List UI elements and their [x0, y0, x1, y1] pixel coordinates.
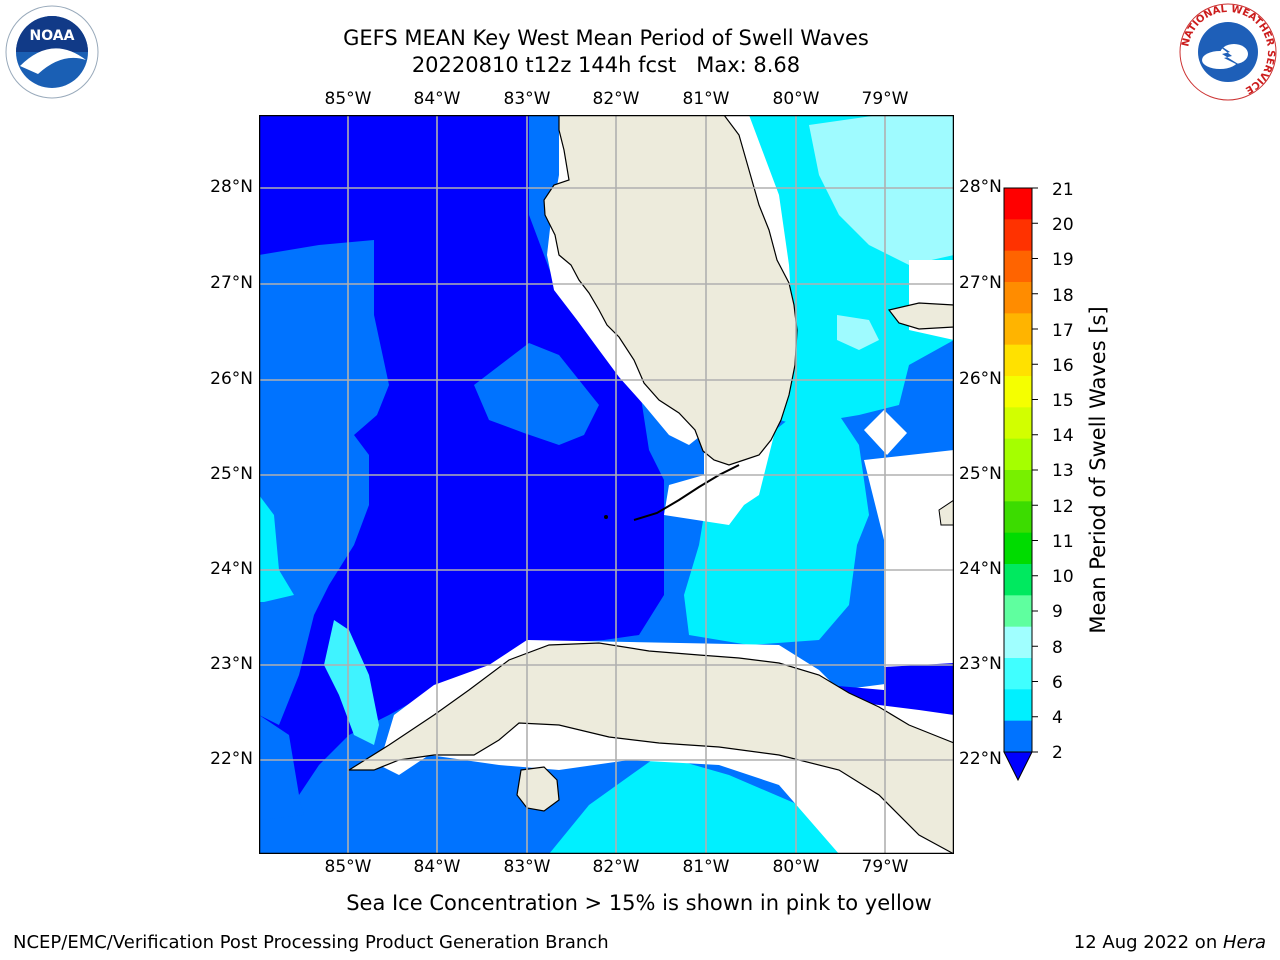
colorbar-tick: 6: [1052, 673, 1063, 693]
florida-land: [543, 115, 798, 466]
lon-label-top: 82°W: [592, 89, 640, 109]
lat-label-left: 25°N: [210, 464, 253, 484]
colorbar-tick: 17: [1052, 321, 1074, 341]
colorbar-segment: [1004, 501, 1032, 534]
colorbar-segment: [1004, 595, 1032, 628]
colorbar-tick: 21: [1052, 180, 1074, 200]
field-2-4-southwest: [259, 765, 304, 820]
footer-date-text: 12 Aug 2022 on: [1073, 932, 1223, 953]
lat-label-right: 24°N: [959, 559, 1002, 579]
lat-label-left: 26°N: [210, 369, 253, 389]
colorbar-tick: 9: [1052, 602, 1063, 622]
florida-keys: [633, 464, 740, 521]
lon-label-top: 81°W: [682, 89, 730, 109]
noaa-logo: NOAA: [5, 5, 99, 99]
colorbar-segment: [1004, 313, 1032, 346]
colorbar-tick: 20: [1052, 215, 1074, 235]
footer-credit: NCEP/EMC/Verification Post Processing Pr…: [13, 932, 609, 953]
lon-label-bottom: 82°W: [592, 857, 640, 877]
lat-label-left: 28°N: [210, 177, 253, 197]
lat-label-right: 27°N: [959, 273, 1002, 293]
field-8-9-atlantic: [809, 115, 954, 265]
colorbar-tick: 2: [1052, 743, 1063, 763]
field-2-4-west: [259, 115, 389, 725]
cuba-land: [346, 642, 954, 854]
field-4-6-bottom: [549, 755, 859, 854]
colorbar-segment: [1004, 470, 1032, 502]
colorbar-tick: 16: [1052, 356, 1074, 376]
lat-label-left: 23°N: [210, 654, 253, 674]
map-subtitle: 20220810 t12z 144h fcst Max: 8.68: [411, 53, 801, 77]
grand-bahama: [887, 302, 954, 330]
lat-label-left: 24°N: [210, 559, 253, 579]
colorbar-segment: [1004, 626, 1032, 659]
field-2-4-center: [474, 343, 599, 445]
colorbar-segment: [1004, 376, 1032, 408]
lon-label-bottom: 80°W: [772, 857, 820, 877]
colorbar-segment: [1004, 689, 1032, 722]
colorbar-label: Mean Period of Swell Waves [s]: [1086, 306, 1110, 634]
colorbar-tick: 18: [1052, 286, 1074, 306]
colorbar-segment: [1004, 438, 1032, 471]
lat-label-right: 25°N: [959, 464, 1002, 484]
graticule: [259, 115, 954, 854]
lon-label-top: 83°W: [503, 89, 551, 109]
lat-label-right: 23°N: [959, 654, 1002, 674]
lat-label-right: 28°N: [959, 177, 1002, 197]
colorbar-extend-arrow: [1003, 751, 1033, 782]
sea-ice-note: Sea Ice Concentration > 15% is shown in …: [346, 891, 932, 915]
lat-label-left: 27°N: [210, 273, 253, 293]
colorbar-segment: [1004, 250, 1032, 283]
colorbar-segment: [1004, 564, 1032, 596]
colorbar-segment: [1004, 658, 1032, 690]
andros: [938, 499, 954, 526]
colorbar-tick: 12: [1052, 497, 1074, 517]
lon-label-bottom: 84°W: [413, 857, 461, 877]
map-frame: [259, 115, 954, 854]
colorbar-segment: [1004, 282, 1032, 314]
field-8-9-patch: [837, 315, 879, 350]
colorbar-segment: [1004, 532, 1032, 565]
field-4-6-left: [259, 495, 294, 602]
colorbar-segment: [1004, 219, 1032, 252]
lon-label-bottom: 85°W: [324, 857, 372, 877]
field-4-6-straits: [684, 415, 869, 645]
colorbar-tick: 11: [1052, 532, 1074, 552]
nws-logo: NATIONAL WEATHER SERVICE: [1179, 3, 1277, 101]
colorbar-tick: 10: [1052, 567, 1074, 587]
map-title: GEFS MEAN Key West Mean Period of Swell …: [343, 26, 869, 50]
footer-date: 12 Aug 2022 on Hera: [1074, 932, 1266, 953]
lat-label-right: 22°N: [959, 749, 1002, 769]
swell-period-map: [259, 115, 954, 854]
colorbar-segment: [1004, 720, 1032, 753]
colorbar-segment: [1004, 407, 1032, 440]
colorbar-tick: 13: [1052, 461, 1074, 481]
field-6-8-left: [324, 620, 379, 745]
colorbar-segment: [1004, 344, 1032, 377]
colorbar-tick: 8: [1052, 638, 1063, 658]
footer-host: Hera: [1222, 932, 1266, 953]
colorbar-segment: [1004, 188, 1032, 220]
colorbar: [1003, 187, 1038, 782]
lon-label-top: 79°W: [861, 89, 909, 109]
colorbar-tick: 15: [1052, 391, 1074, 411]
no-data-cuba-north: [864, 450, 954, 695]
colorbar-tick: 4: [1052, 708, 1063, 728]
colorbar-tick: 14: [1052, 426, 1074, 446]
lat-label-left: 22°N: [210, 749, 253, 769]
lat-label-right: 26°N: [959, 369, 1002, 389]
lon-label-top: 85°W: [324, 89, 372, 109]
lon-label-bottom: 83°W: [503, 857, 551, 877]
lon-label-top: 80°W: [772, 89, 820, 109]
lon-label-bottom: 81°W: [682, 857, 730, 877]
lon-label-bottom: 79°W: [861, 857, 909, 877]
colorbar-tick: 19: [1052, 250, 1074, 270]
lon-label-top: 84°W: [413, 89, 461, 109]
svg-text:NOAA: NOAA: [30, 28, 75, 44]
